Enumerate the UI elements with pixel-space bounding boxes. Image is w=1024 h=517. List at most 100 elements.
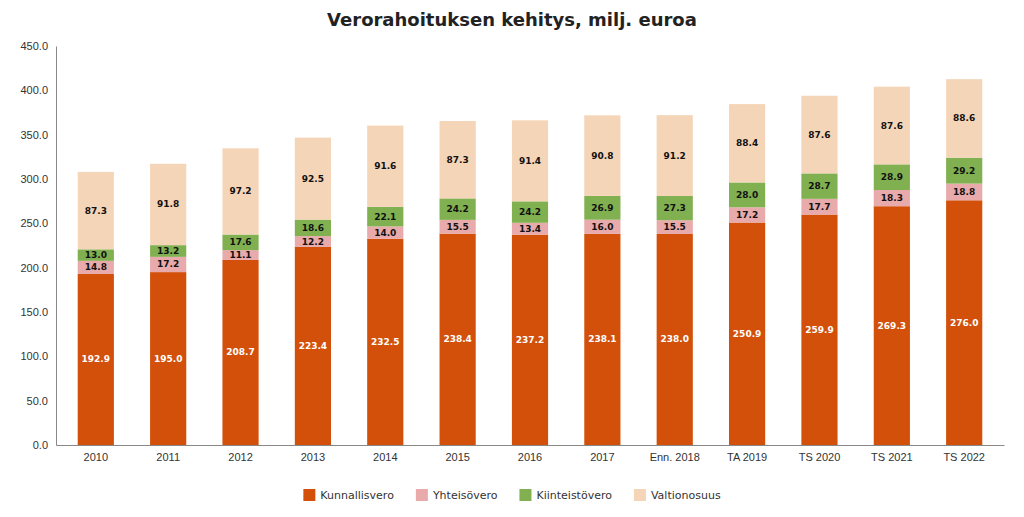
data-label: 91.8 xyxy=(157,199,179,209)
bar xyxy=(78,274,114,445)
data-label: 88.6 xyxy=(953,113,975,123)
bar xyxy=(150,272,186,445)
bar xyxy=(295,138,331,220)
tick: 2013 xyxy=(301,445,325,463)
bar xyxy=(512,223,548,235)
data-label: 91.2 xyxy=(664,151,686,161)
tick: 400.0 xyxy=(20,84,56,96)
bar xyxy=(584,115,620,196)
bar xyxy=(78,249,114,261)
tick: 350.0 xyxy=(20,129,56,141)
axis-line xyxy=(56,47,57,446)
legend-label: Valtionosuus xyxy=(651,489,721,502)
data-label: 90.8 xyxy=(591,151,613,161)
tick-label: 400.0 xyxy=(20,84,48,96)
data-label: 13.0 xyxy=(85,250,107,260)
tick: 2010 xyxy=(84,445,108,463)
bar xyxy=(946,158,982,184)
tick: 2015 xyxy=(445,445,469,463)
data-label: 18.8 xyxy=(953,187,975,197)
tick: 2011 xyxy=(156,445,180,463)
tick-label: TS 2021 xyxy=(871,451,913,463)
tick: 2017 xyxy=(590,445,614,463)
data-label: 27.3 xyxy=(664,203,686,213)
data-label: 87.3 xyxy=(85,206,107,216)
tick: 2012 xyxy=(228,445,252,463)
plot: 0.050.0100.0150.0200.0250.0300.0350.0400… xyxy=(20,40,1004,463)
legend-item: Yhteisövero xyxy=(416,489,498,502)
legend-swatch xyxy=(416,489,428,501)
data-label: 87.3 xyxy=(447,155,469,165)
data-labels: 192.9195.0208.7223.4232.5238.4237.2238.1… xyxy=(82,113,979,364)
bar xyxy=(657,115,693,196)
bar xyxy=(729,104,765,182)
bar xyxy=(729,207,765,222)
bar xyxy=(367,239,403,445)
tick: 50.0 xyxy=(27,395,56,407)
tick-label: 150.0 xyxy=(20,306,48,318)
bar xyxy=(874,87,910,165)
tick: TA 2019 xyxy=(727,445,767,463)
data-label: 91.4 xyxy=(519,156,541,166)
bar xyxy=(150,164,186,245)
tick: 2014 xyxy=(373,445,397,463)
bar xyxy=(657,220,693,234)
bar xyxy=(150,245,186,257)
bar xyxy=(874,206,910,445)
bars xyxy=(78,79,983,445)
data-label: 14.0 xyxy=(374,228,396,238)
y-axis: 0.050.0100.0150.0200.0250.0300.0350.0400… xyxy=(20,40,56,451)
bar xyxy=(584,220,620,234)
bar xyxy=(946,200,982,445)
data-label: 238.1 xyxy=(588,334,616,344)
tick-label: 200.0 xyxy=(20,262,48,274)
tick-label: 2012 xyxy=(228,451,252,463)
bar xyxy=(78,172,114,249)
tick: 300.0 xyxy=(20,173,56,185)
data-label: 11.1 xyxy=(229,250,251,260)
tick-label: 50.0 xyxy=(27,395,48,407)
data-label: 17.2 xyxy=(736,210,758,220)
legend-label: Kiinteistövero xyxy=(536,489,612,502)
legend-item: Kunnallisvero xyxy=(303,489,394,502)
data-label: 15.5 xyxy=(447,222,469,232)
bar xyxy=(801,96,837,174)
tick-label: 2017 xyxy=(590,451,614,463)
data-label: 18.6 xyxy=(302,223,324,233)
bar xyxy=(657,234,693,445)
tick-label: 2010 xyxy=(84,451,108,463)
tick: TS 2021 xyxy=(871,445,913,463)
tick: 250.0 xyxy=(20,217,56,229)
bar xyxy=(440,220,476,234)
tick-label: 2015 xyxy=(445,451,469,463)
bar xyxy=(295,236,331,247)
data-label: 22.1 xyxy=(374,212,396,222)
bar xyxy=(657,196,693,220)
bar xyxy=(222,148,258,234)
tick-label: 450.0 xyxy=(20,40,48,52)
data-label: 259.9 xyxy=(805,325,833,335)
legend: Kunnallisvero Yhteisövero Kiinteistövero Va… xyxy=(303,489,721,502)
data-label: 92.5 xyxy=(302,174,324,184)
data-label: 15.5 xyxy=(664,222,686,232)
data-label: 28.0 xyxy=(736,190,758,200)
bar xyxy=(729,223,765,445)
data-label: 276.0 xyxy=(950,318,978,328)
bar xyxy=(367,126,403,207)
data-label: 28.9 xyxy=(881,172,903,182)
data-label: 24.2 xyxy=(519,207,541,217)
legend-item: Kiinteistövero xyxy=(519,489,612,502)
bar xyxy=(801,199,837,215)
tick: 0.0 xyxy=(33,439,56,451)
bar xyxy=(584,196,620,220)
data-label: 17.7 xyxy=(808,202,830,212)
tick-label: TS 2020 xyxy=(799,451,841,463)
bar xyxy=(512,235,548,445)
tick: Enn. 2018 xyxy=(650,445,700,463)
bar xyxy=(440,121,476,198)
x-axis: 20102011201220132014201520162017Enn. 201… xyxy=(57,445,1005,463)
data-label: 17.2 xyxy=(157,259,179,269)
data-label: 91.6 xyxy=(374,161,396,171)
tick: TS 2020 xyxy=(799,445,841,463)
data-label: 208.7 xyxy=(226,347,254,357)
